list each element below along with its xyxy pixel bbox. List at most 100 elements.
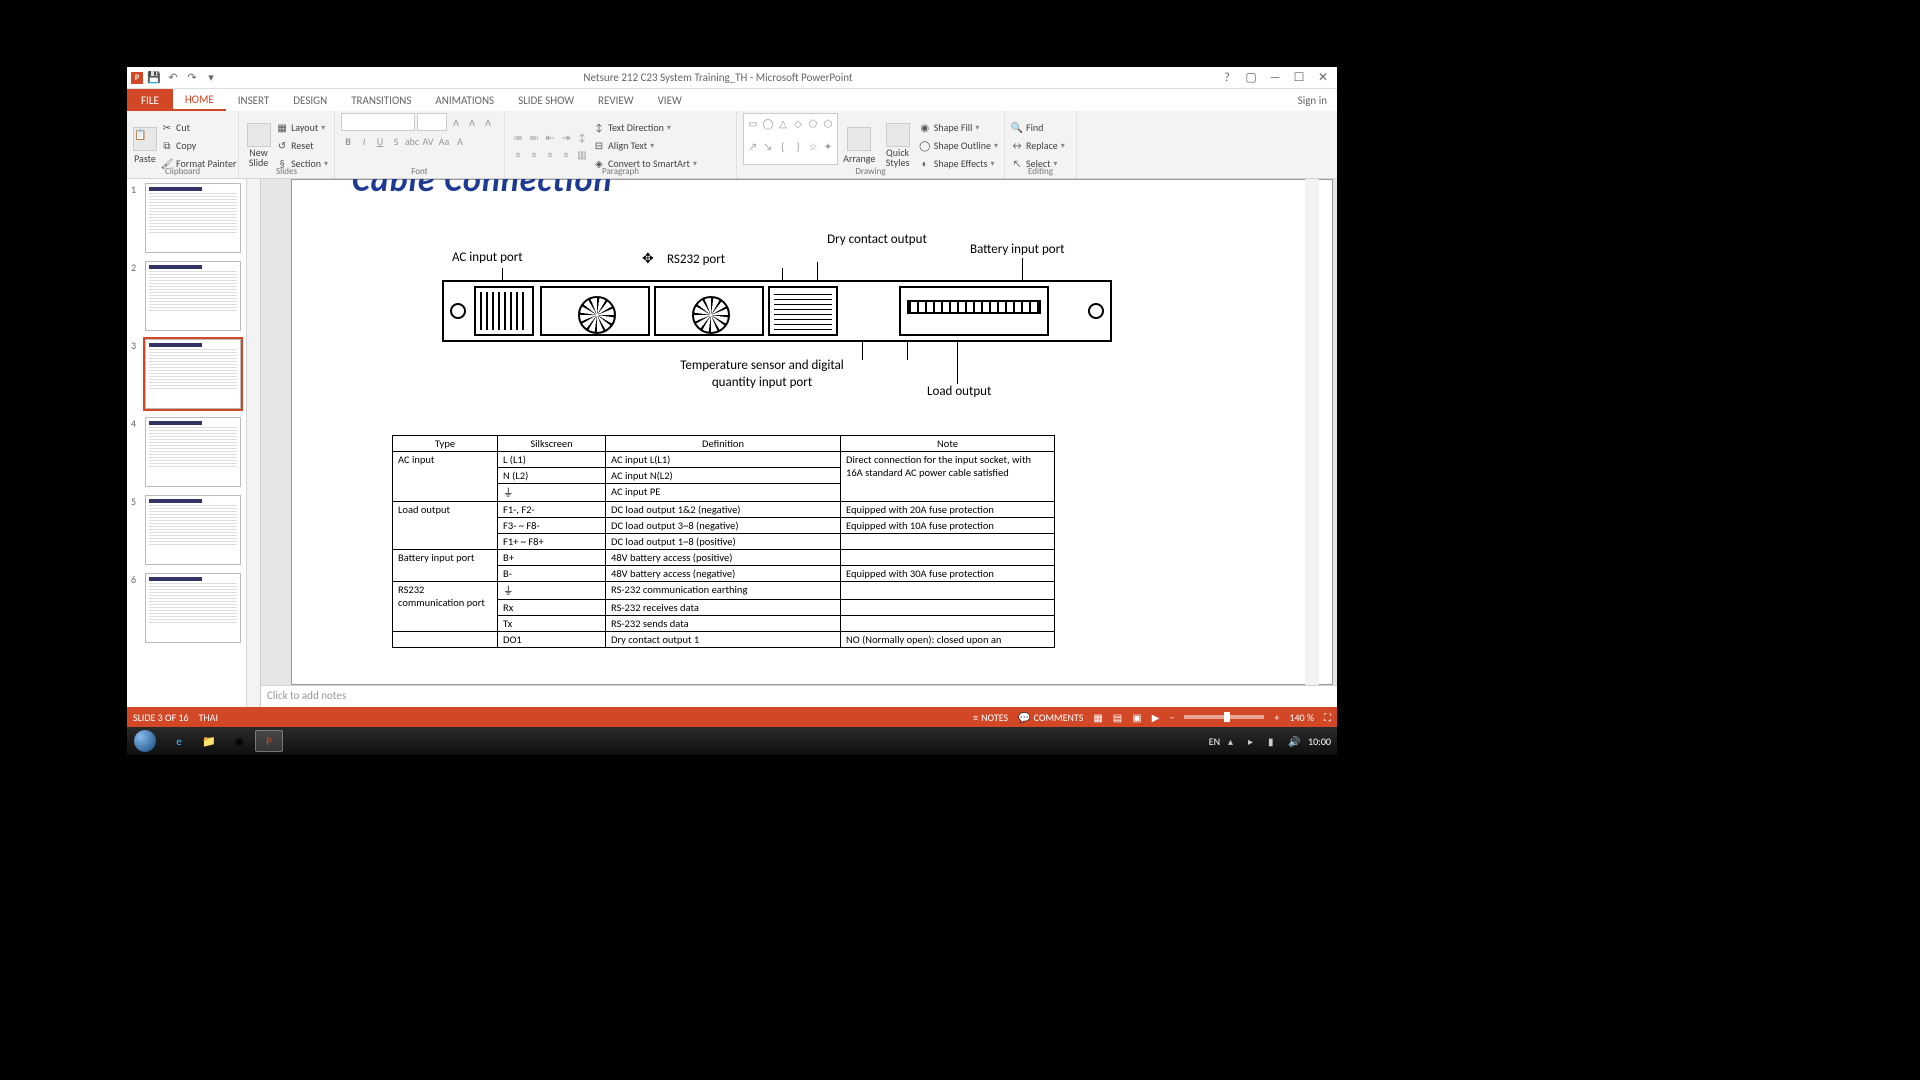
- tab-review[interactable]: REVIEW: [586, 89, 646, 111]
- bold-icon[interactable]: B: [341, 134, 355, 148]
- view-normal-icon[interactable]: ▦: [1093, 711, 1102, 724]
- shrink-font-icon[interactable]: A: [465, 115, 479, 129]
- zoom-slider[interactable]: [1184, 715, 1264, 719]
- strike-icon[interactable]: S: [389, 134, 403, 148]
- chrome-icon[interactable]: ◉: [225, 730, 253, 752]
- flag-icon[interactable]: ▸: [1248, 735, 1260, 747]
- text-direction-button[interactable]: ↕Text Direction: [593, 120, 697, 136]
- spacing-icon[interactable]: AV: [421, 134, 435, 148]
- find-button[interactable]: 🔍Find: [1011, 120, 1065, 136]
- cell-def: RS-232 sends data: [606, 616, 841, 632]
- thumb-item[interactable]: 4: [131, 417, 242, 487]
- leader-line: [817, 262, 818, 282]
- network-icon[interactable]: ▮: [1268, 735, 1280, 747]
- input-lang[interactable]: EN: [1209, 735, 1220, 748]
- start-button[interactable]: [127, 727, 163, 755]
- tab-insert[interactable]: INSERT: [226, 89, 282, 111]
- comments-button[interactable]: 💬 COMMENTS: [1018, 711, 1083, 724]
- align-text-button[interactable]: ⊟Align Text: [593, 138, 697, 154]
- title-bar: P 💾 ↶ ↷ ▾ Netsure 212 C23 System Trainin…: [127, 67, 1337, 89]
- undo-icon[interactable]: ↶: [165, 70, 181, 86]
- minimize-icon[interactable]: —: [1265, 71, 1285, 85]
- copy-icon: ⧉: [161, 140, 173, 152]
- help-icon[interactable]: ?: [1217, 71, 1237, 85]
- justify-icon[interactable]: ≡: [559, 147, 573, 161]
- clock[interactable]: 10:00: [1308, 735, 1331, 748]
- align-right-icon[interactable]: ≡: [543, 147, 557, 161]
- volume-icon[interactable]: 🔊: [1288, 735, 1300, 747]
- th-type: Type: [393, 436, 498, 452]
- tab-transitions[interactable]: TRANSITIONS: [339, 89, 423, 111]
- tab-slideshow[interactable]: SLIDE SHOW: [506, 89, 586, 111]
- view-reading-icon[interactable]: ▣: [1132, 711, 1141, 724]
- close-icon[interactable]: ✕: [1313, 71, 1333, 85]
- lang-indicator[interactable]: THAI: [199, 711, 218, 724]
- vertical-scrollbar[interactable]: [1305, 179, 1319, 685]
- group-clipboard-label: Clipboard: [127, 166, 238, 177]
- italic-icon[interactable]: I: [357, 134, 371, 148]
- tab-file[interactable]: FILE: [127, 89, 173, 111]
- leader-line: [862, 342, 863, 360]
- layout-button[interactable]: ▦Layout: [276, 120, 328, 136]
- notes-pane[interactable]: Click to add notes: [261, 685, 1337, 707]
- zoom-in-icon[interactable]: +: [1274, 711, 1279, 724]
- cell-note: Direct connection for the input socket, …: [841, 452, 1055, 502]
- thumb-item[interactable]: 2: [131, 261, 242, 331]
- align-center-icon[interactable]: ≡: [527, 147, 541, 161]
- underline-icon[interactable]: U: [373, 134, 387, 148]
- tab-design[interactable]: DESIGN: [281, 89, 339, 111]
- label-battery-input: Battery input port: [970, 242, 1065, 257]
- slide[interactable]: Cable Connection AC input port RS232 por…: [291, 179, 1333, 685]
- font-name-select[interactable]: [341, 113, 415, 131]
- ribbon-toggle-icon[interactable]: ▢: [1241, 71, 1261, 85]
- indent-dec-icon[interactable]: ⇤: [543, 130, 557, 144]
- replace-button[interactable]: ↔Replace: [1011, 138, 1065, 154]
- thumb-item[interactable]: 6: [131, 573, 242, 643]
- thumb-item[interactable]: 5: [131, 495, 242, 565]
- ie-icon[interactable]: e: [165, 730, 193, 752]
- thumb-item[interactable]: 3: [131, 339, 242, 409]
- zoom-level[interactable]: 140 %: [1289, 711, 1314, 724]
- font-color-icon[interactable]: A: [453, 134, 467, 148]
- redo-icon[interactable]: ↷: [184, 70, 200, 86]
- view-sorter-icon[interactable]: ▤: [1113, 711, 1122, 724]
- thumb-number: 6: [131, 573, 141, 643]
- chassis: [442, 280, 1112, 342]
- qat-more-icon[interactable]: ▾: [203, 70, 219, 86]
- indent-inc-icon[interactable]: ⇥: [559, 130, 573, 144]
- columns-icon[interactable]: ▥: [575, 147, 589, 161]
- reset-button[interactable]: ↺Reset: [276, 138, 328, 154]
- align-left-icon[interactable]: ≡: [511, 147, 525, 161]
- copy-button[interactable]: ⧉Copy: [161, 138, 236, 154]
- shape-fill-button[interactable]: ◉Shape Fill: [919, 120, 998, 136]
- signin-link[interactable]: Sign in: [1288, 89, 1337, 111]
- powerpoint-taskbar-icon[interactable]: P: [255, 730, 283, 752]
- shape-outline-button[interactable]: ◯Shape Outline: [919, 138, 998, 154]
- shadow-icon[interactable]: abc: [405, 134, 419, 148]
- tab-animations[interactable]: ANIMATIONS: [423, 89, 506, 111]
- cell-note: Equipped with 30A fuse protection: [841, 566, 1055, 582]
- shapes-gallery[interactable]: ▭◯△◇⬠⬡ ↗↘{}☆✦: [743, 113, 838, 165]
- tab-home[interactable]: HOME: [173, 89, 226, 111]
- fill-icon: ◉: [919, 122, 931, 134]
- bullets-icon[interactable]: ≔: [511, 130, 525, 144]
- tab-view[interactable]: VIEW: [646, 89, 694, 111]
- grow-font-icon[interactable]: A: [449, 115, 463, 129]
- explorer-icon[interactable]: 📁: [195, 730, 223, 752]
- line-spacing-icon[interactable]: ↕: [575, 130, 589, 144]
- case-icon[interactable]: Aa: [437, 134, 451, 148]
- font-size-select[interactable]: [417, 113, 447, 131]
- cut-button[interactable]: ✂Cut: [161, 120, 236, 136]
- fit-window-icon[interactable]: ⛶: [1324, 711, 1331, 724]
- table-row: RS232 communication port⏚RS-232 communic…: [393, 582, 1055, 600]
- ribbon: 📋 Paste ✂Cut ⧉Copy 🖌Format Painter Clipb…: [127, 111, 1337, 179]
- zoom-out-icon[interactable]: −: [1169, 711, 1174, 724]
- save-icon[interactable]: 💾: [146, 70, 162, 86]
- view-slideshow-icon[interactable]: ▶: [1152, 711, 1160, 724]
- numbering-icon[interactable]: ≕: [527, 130, 541, 144]
- maximize-icon[interactable]: ☐: [1289, 71, 1309, 85]
- notes-button[interactable]: ≡ NOTES: [973, 711, 1008, 724]
- clear-format-icon[interactable]: A: [481, 115, 495, 129]
- tray-up-icon[interactable]: ▴: [1228, 735, 1240, 747]
- thumb-item[interactable]: 1: [131, 183, 242, 253]
